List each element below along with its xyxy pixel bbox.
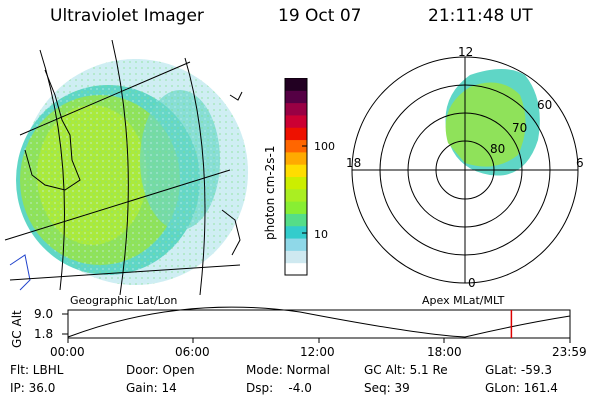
colorbar-segment [285,90,307,104]
geographic-image-panel [4,40,248,295]
colorbar [284,78,308,276]
colorbar-segment [285,238,307,251]
observation-date: 19 Oct 07 [278,6,362,26]
longitude-line [39,49,65,291]
colorbar-segment [285,225,307,239]
colorbar-segment [285,176,307,190]
altitude-ytick-1.8: 1.8 [34,327,54,341]
colorbar-segment [285,127,307,141]
gain-status: Gain: 14 [126,381,177,395]
altitude-axis-label: GC Alt [10,310,24,348]
time-tick-0600: 06:00 [175,345,210,359]
geo-latitude-status: GLat: -59.3 [485,363,552,377]
coastline [9,254,31,291]
mlt-label-18: 18 [346,156,362,170]
door-status: Door: Open [126,363,195,377]
colorbar-segment [285,102,307,116]
right-panel-caption: Apex MLat/MLT [422,294,505,307]
colorbar-segment [285,201,307,214]
colorbar-segment [285,213,307,227]
magnetic-polar-plot [351,56,579,284]
mlt-label-12: 12 [458,45,474,59]
latitude-line [9,264,241,281]
observation-time: 21:11:48 UT [428,6,533,26]
dsp-status: Dsp: -4.0 [246,381,312,395]
filter-status: Flt: LBHL [10,363,64,377]
sequence-status: Seq: 39 [364,381,410,395]
mlat-label-70: 70 [512,121,528,135]
coastline [229,91,243,101]
coastline [24,69,81,191]
colorbar-segment [285,78,307,91]
timeline-frame [67,309,571,339]
colorbar-segment [285,250,307,264]
colorbar-tick-label-10: 10 [314,228,328,241]
ip-status: IP: 36.0 [10,381,56,395]
altitude-curve [67,306,571,338]
colorbar-segment [285,114,307,128]
mlt-label-6: 6 [576,156,584,170]
gc-altitude-status: GC Alt: 5.1 Re [364,363,448,377]
colorbar-segment [285,139,307,153]
latitude-line [4,169,231,241]
latitude-line [19,61,191,136]
noise-texture [22,59,248,285]
mlat-label-80: 80 [490,142,506,156]
colorbar-segment [285,164,307,177]
mlat-label-60: 60 [537,98,553,112]
colorbar-unit-label: photon cm-2s-1 [263,145,277,241]
time-tick-1200: 12:00 [300,345,335,359]
mode-status: Mode: Normal [246,363,330,377]
colorbar-segment [285,151,307,165]
mlt-label-0: 0 [468,276,476,290]
auroral-oval-inner [445,82,526,167]
altitude-ytick-9: 9.0 [34,307,54,321]
altitude-timeline [62,306,571,343]
time-tick-1800: 18:00 [427,345,462,359]
geo-longitude-status: GLon: 161.4 [485,381,558,395]
left-panel-caption: Geographic Lat/Lon [70,294,178,307]
time-tick-0000: 00:00 [50,345,85,359]
longitude-line [111,40,129,295]
time-tick-2359: 23:59 [552,345,587,359]
instrument-title: Ultraviolet Imager [50,6,204,26]
colorbar-segment [285,262,307,276]
colorbar-tick-label-100: 100 [314,140,335,153]
coastline [221,209,241,256]
colorbar-segment [285,188,307,202]
longitude-line [184,57,206,295]
